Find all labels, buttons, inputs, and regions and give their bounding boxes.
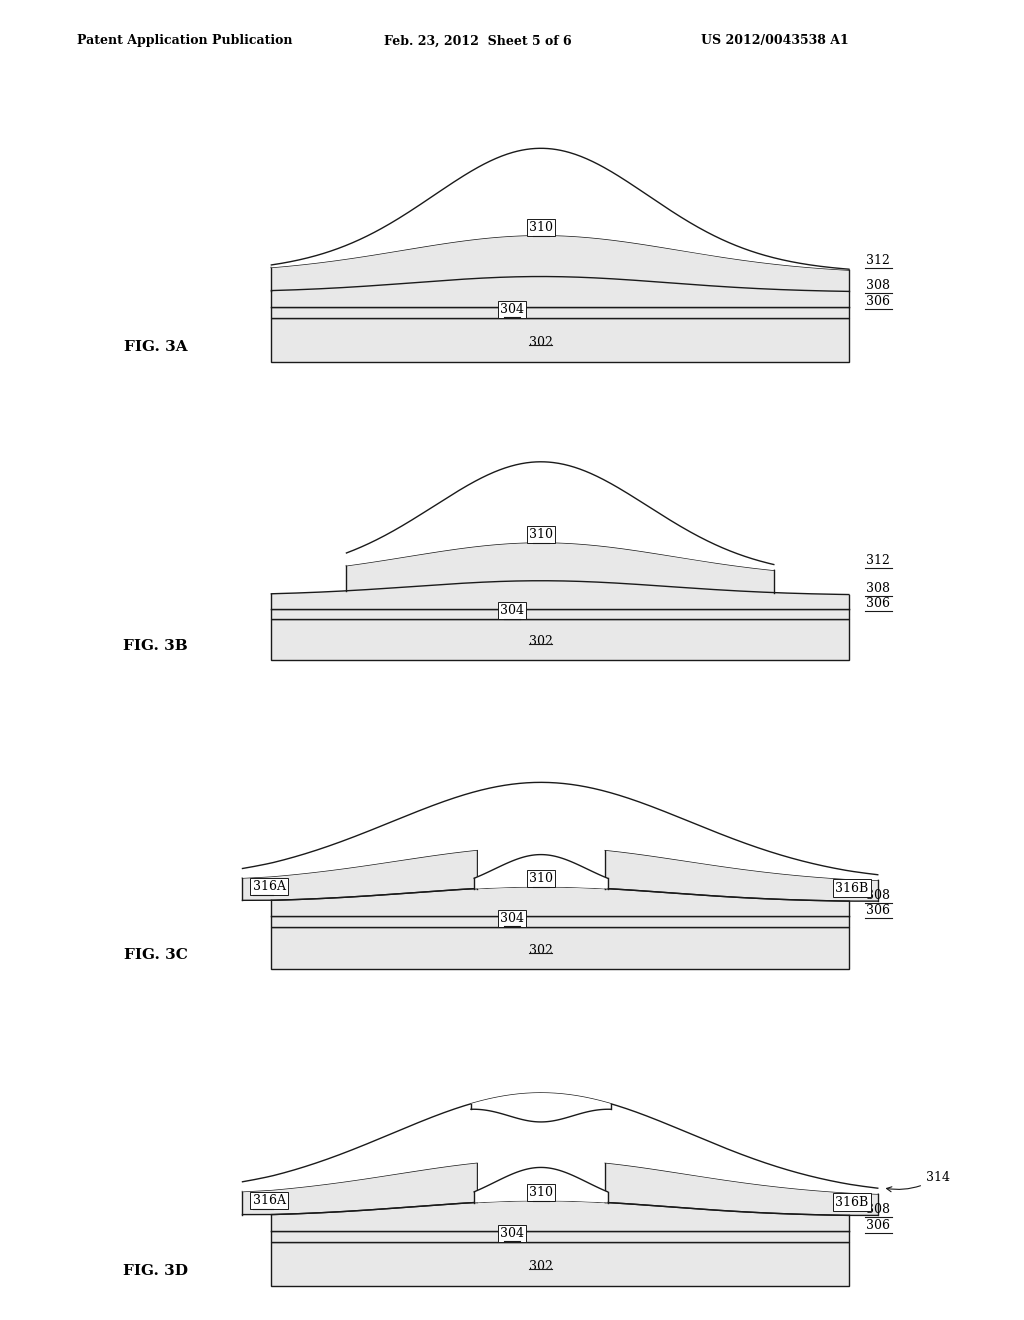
Bar [271, 916, 849, 927]
Text: FIG. 3B: FIG. 3B [124, 639, 188, 652]
Polygon shape [346, 543, 774, 593]
Text: 308: 308 [866, 1203, 890, 1216]
Polygon shape [271, 581, 849, 609]
Text: 312: 312 [866, 554, 890, 566]
Polygon shape [605, 1163, 878, 1216]
Text: 306: 306 [866, 294, 890, 308]
Polygon shape [271, 148, 849, 271]
Text: 310: 310 [528, 873, 553, 886]
Polygon shape [271, 1200, 849, 1230]
Polygon shape [346, 462, 774, 570]
Text: FIG. 3A: FIG. 3A [124, 339, 187, 354]
Bar [271, 1230, 849, 1242]
Text: 316B: 316B [836, 1196, 868, 1209]
Polygon shape [243, 1163, 477, 1214]
Text: 306: 306 [866, 1218, 890, 1232]
Text: Feb. 23, 2012  Sheet 5 of 6: Feb. 23, 2012 Sheet 5 of 6 [384, 34, 571, 48]
Text: 304: 304 [500, 912, 524, 925]
Text: 304: 304 [500, 302, 524, 315]
Text: 312: 312 [866, 253, 890, 267]
Text: 302: 302 [529, 944, 553, 957]
Polygon shape [271, 235, 849, 292]
Bar [271, 306, 849, 318]
Polygon shape [271, 887, 849, 916]
Text: 310: 310 [528, 220, 553, 234]
Text: Patent Application Publication: Patent Application Publication [77, 34, 292, 48]
Text: 308: 308 [866, 888, 890, 902]
Bar [271, 927, 849, 969]
Bar [271, 318, 849, 362]
Polygon shape [243, 850, 477, 900]
Text: 304: 304 [500, 605, 524, 618]
Text: 304: 304 [500, 1226, 524, 1239]
Text: 302: 302 [529, 635, 553, 648]
Text: 308: 308 [866, 582, 890, 595]
Text: FIG. 3C: FIG. 3C [124, 948, 187, 961]
Polygon shape [605, 850, 878, 902]
Text: 314: 314 [887, 1171, 950, 1192]
Text: 316A: 316A [253, 880, 286, 894]
Text: FIG. 3D: FIG. 3D [123, 1263, 188, 1278]
Bar [271, 1242, 849, 1286]
Bar [271, 619, 849, 660]
Text: 302: 302 [529, 1259, 553, 1272]
Text: 306: 306 [866, 904, 890, 917]
Text: 316A: 316A [253, 1195, 286, 1206]
Text: 310: 310 [528, 528, 553, 541]
Polygon shape [271, 276, 849, 306]
Text: 310: 310 [528, 1185, 553, 1199]
Text: 316B: 316B [836, 882, 868, 895]
Text: 302: 302 [529, 335, 553, 348]
Bar [271, 609, 849, 619]
Text: 306: 306 [866, 597, 890, 610]
Text: US 2012/0043538 A1: US 2012/0043538 A1 [701, 34, 849, 48]
Text: 308: 308 [866, 279, 890, 292]
